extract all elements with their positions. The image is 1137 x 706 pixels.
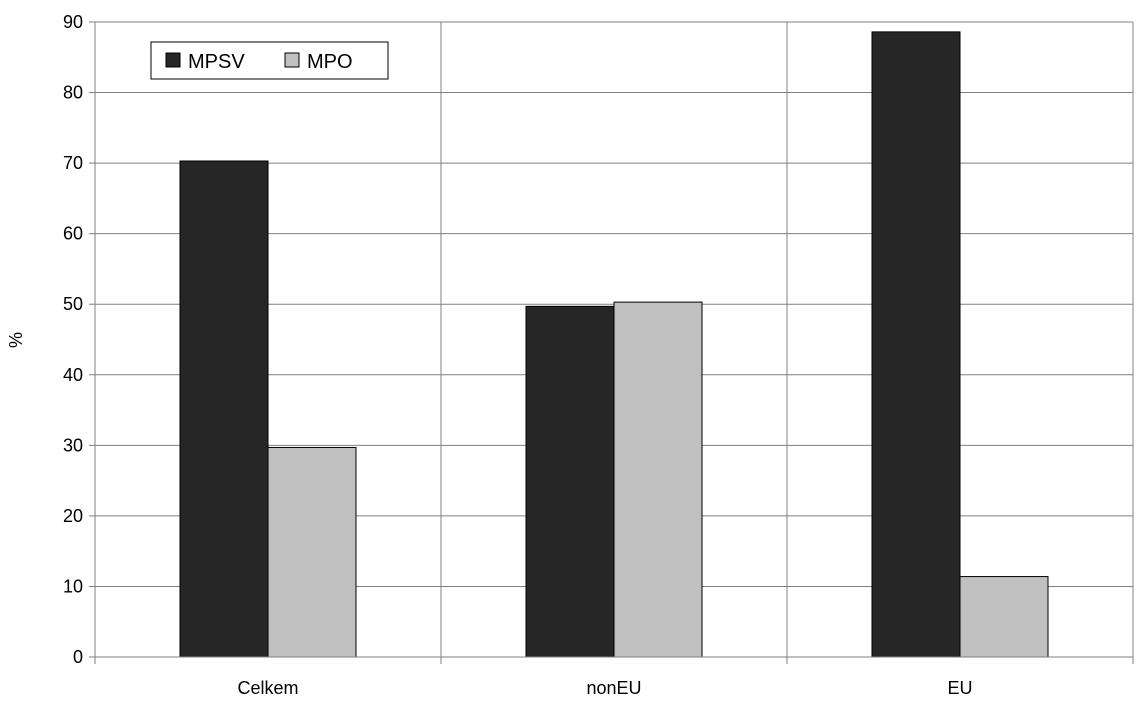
x-category-label: EU [947, 678, 972, 698]
bar-mpsv-noneu [525, 305, 615, 658]
bar-mpo-noneu [613, 301, 703, 658]
bar-mpo-eu [959, 576, 1049, 658]
x-category-label: Celkem [237, 678, 298, 698]
legend: MPSV MPO [150, 41, 389, 80]
bar-mpsv-eu [871, 31, 961, 658]
y-tick-label: 90 [63, 12, 83, 32]
y-tick-label: 20 [63, 506, 83, 526]
y-tick-label: 80 [63, 83, 83, 103]
x-category-labels: Celkem nonEU EU [237, 678, 972, 698]
x-category-label: nonEU [586, 678, 641, 698]
y-tick-label: 70 [63, 153, 83, 173]
bars [179, 31, 1049, 658]
legend-label-mpo: MPO [307, 51, 353, 73]
y-tick-labels: 0 10 20 30 40 50 60 70 80 90 [63, 12, 83, 667]
y-tick-label: 30 [63, 435, 83, 455]
legend-swatch-mpsv [165, 52, 181, 68]
bar-mpsv-celkem [179, 160, 269, 658]
y-tick-label: 10 [63, 576, 83, 596]
legend-label-mpsv: MPSV [188, 51, 245, 73]
y-tick-label: 40 [63, 365, 83, 385]
bar-mpo-celkem [267, 446, 357, 658]
axes [89, 21, 1134, 664]
y-tick-label: 0 [73, 647, 83, 667]
legend-swatch-mpo [284, 52, 300, 68]
legend-box [150, 41, 389, 80]
y-tick-label: 50 [63, 294, 83, 314]
y-axis-title: % [6, 332, 26, 348]
y-tick-label: 60 [63, 224, 83, 244]
